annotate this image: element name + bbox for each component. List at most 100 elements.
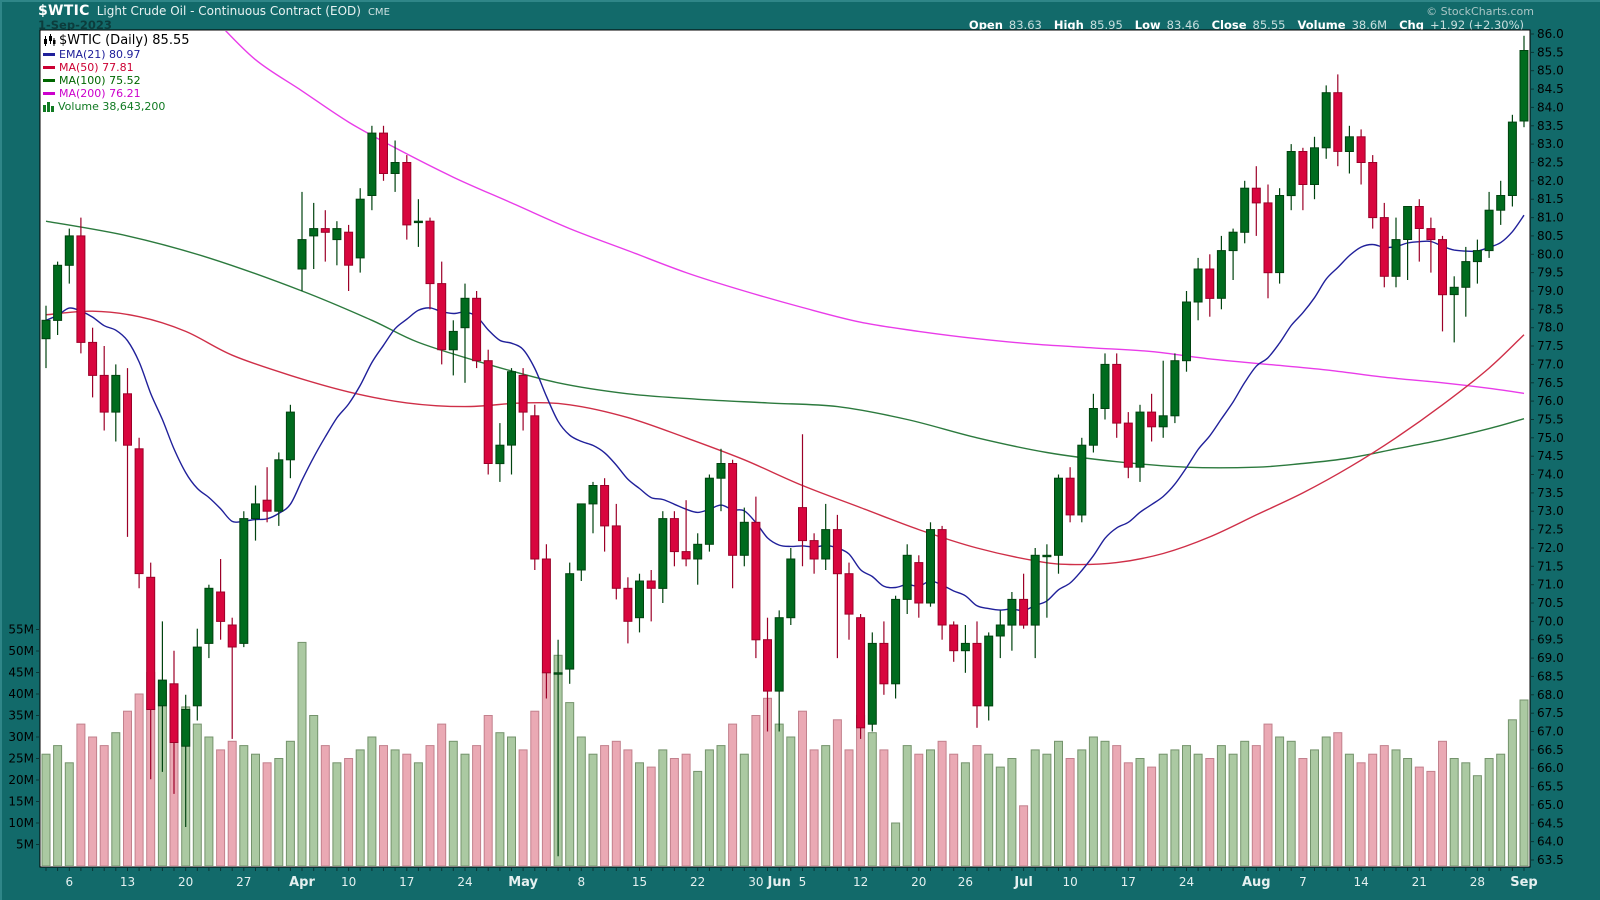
date-axis-ticks bbox=[45, 867, 1525, 871]
low-value: 83.46 bbox=[1166, 18, 1200, 32]
svg-text:13: 13 bbox=[120, 875, 135, 889]
legend-ema21-row[interactable]: EMA(21) 80.97 bbox=[43, 47, 190, 61]
legend-ma50-row[interactable]: MA(50) 77.81 bbox=[43, 60, 190, 74]
svg-text:67.5: 67.5 bbox=[1537, 706, 1564, 720]
exchange-label: CME bbox=[367, 7, 390, 18]
svg-text:78.0: 78.0 bbox=[1537, 321, 1564, 335]
svg-text:66.0: 66.0 bbox=[1537, 761, 1564, 775]
svg-text:40M: 40M bbox=[8, 687, 34, 701]
svg-text:8: 8 bbox=[577, 875, 585, 889]
svg-text:45M: 45M bbox=[8, 666, 34, 680]
legend-ma200-row[interactable]: MA(200) 76.21 bbox=[43, 87, 190, 100]
volume-bars-icon bbox=[43, 101, 55, 112]
svg-text:75.0: 75.0 bbox=[1537, 431, 1564, 445]
svg-text:83.5: 83.5 bbox=[1537, 119, 1564, 133]
svg-text:69.5: 69.5 bbox=[1537, 633, 1564, 647]
svg-text:70.5: 70.5 bbox=[1537, 596, 1564, 610]
chart-header: $WTIC Light Crude Oil - Continuous Contr… bbox=[38, 3, 1534, 19]
svg-text:17: 17 bbox=[1121, 875, 1136, 889]
ma100-line bbox=[45, 220, 1525, 469]
svg-text:35M: 35M bbox=[8, 709, 34, 723]
legend-ema21-label: EMA(21) 80.97 bbox=[59, 47, 141, 61]
svg-text:75.5: 75.5 bbox=[1537, 413, 1564, 427]
svg-text:86.0: 86.0 bbox=[1537, 27, 1564, 41]
ma50-line bbox=[45, 310, 1525, 566]
svg-text:85.5: 85.5 bbox=[1537, 45, 1564, 59]
svg-text:24: 24 bbox=[457, 875, 472, 889]
svg-text:17: 17 bbox=[399, 875, 414, 889]
svg-text:77.5: 77.5 bbox=[1537, 339, 1564, 353]
ema21-line bbox=[45, 214, 1525, 612]
svg-text:67.0: 67.0 bbox=[1537, 725, 1564, 739]
close-value: 85.55 bbox=[1252, 18, 1286, 32]
chart-date: 1-Sep-2023 bbox=[38, 18, 112, 32]
svg-text:65.5: 65.5 bbox=[1537, 780, 1564, 794]
open-label: Open bbox=[968, 18, 1003, 32]
volume-value: 38.6M bbox=[1351, 18, 1388, 32]
ema21-line-swatch bbox=[43, 52, 55, 56]
svg-text:26: 26 bbox=[958, 875, 973, 889]
svg-text:78.5: 78.5 bbox=[1537, 302, 1564, 316]
legend-main-row[interactable]: $WTIC (Daily) 85.55 bbox=[43, 32, 190, 48]
svg-text:20: 20 bbox=[178, 875, 193, 889]
symbol-label: $WTIC bbox=[38, 3, 90, 19]
svg-text:66.5: 66.5 bbox=[1537, 743, 1564, 757]
legend-ma100-label: MA(100) 75.52 bbox=[59, 73, 141, 87]
svg-text:10M: 10M bbox=[8, 816, 34, 830]
svg-text:20: 20 bbox=[911, 875, 926, 889]
svg-text:Jul: Jul bbox=[1013, 875, 1033, 890]
price-axis-labels: 86.0 85.5 85.0 84.5 84.0 83.5 83.0 82.5 82.0 81.5… bbox=[1530, 27, 1564, 867]
svg-text:70.0: 70.0 bbox=[1537, 614, 1564, 628]
svg-text:80.5: 80.5 bbox=[1537, 229, 1564, 243]
svg-text:76.0: 76.0 bbox=[1537, 394, 1564, 408]
quote-row: 1-Sep-2023 Open 83.63 High 85.95 Low 83.… bbox=[38, 18, 1530, 32]
svg-text:27: 27 bbox=[236, 875, 251, 889]
svg-text:Sep: Sep bbox=[1510, 875, 1538, 890]
svg-text:72.0: 72.0 bbox=[1537, 541, 1564, 555]
svg-text:74.5: 74.5 bbox=[1537, 449, 1564, 463]
chg-label: Chg bbox=[1399, 18, 1424, 32]
svg-text:5: 5 bbox=[799, 875, 807, 889]
ma50-line-swatch bbox=[43, 65, 55, 69]
svg-text:Jun: Jun bbox=[767, 875, 791, 890]
high-label: High bbox=[1053, 18, 1084, 32]
svg-text:50M: 50M bbox=[8, 644, 34, 658]
svg-text:74.0: 74.0 bbox=[1537, 468, 1564, 482]
svg-text:10: 10 bbox=[1062, 875, 1077, 889]
ma100-line-swatch bbox=[43, 78, 55, 82]
svg-text:71.0: 71.0 bbox=[1537, 578, 1564, 592]
svg-text:10: 10 bbox=[341, 875, 356, 889]
svg-text:84.0: 84.0 bbox=[1537, 100, 1564, 114]
svg-text:77.0: 77.0 bbox=[1537, 357, 1564, 371]
svg-text:83.0: 83.0 bbox=[1537, 137, 1564, 151]
ma200-line-swatch bbox=[43, 91, 55, 95]
svg-text:Apr: Apr bbox=[289, 875, 315, 890]
svg-text:28: 28 bbox=[1470, 875, 1485, 889]
close-label: Close bbox=[1211, 18, 1247, 32]
copyright-link[interactable]: © StockCharts.com bbox=[1426, 5, 1534, 18]
chart-title: Light Crude Oil - Continuous Contract (E… bbox=[96, 4, 361, 18]
candles bbox=[41, 35, 1529, 857]
legend-ma100-row[interactable]: MA(100) 75.52 bbox=[43, 73, 190, 87]
svg-text:55M: 55M bbox=[8, 623, 34, 637]
legend-volume-row[interactable]: Volume 38,643,200 bbox=[43, 100, 190, 113]
svg-text:64.5: 64.5 bbox=[1537, 816, 1564, 830]
legend-main-label: $WTIC (Daily) 85.55 bbox=[59, 32, 190, 48]
svg-text:68.5: 68.5 bbox=[1537, 669, 1564, 683]
svg-text:12: 12 bbox=[853, 875, 868, 889]
volume-label: Volume bbox=[1297, 18, 1346, 32]
svg-text:7: 7 bbox=[1299, 875, 1307, 889]
legend-ma50-label: MA(50) 77.81 bbox=[59, 60, 134, 74]
svg-text:85.0: 85.0 bbox=[1537, 64, 1564, 78]
high-value: 85.95 bbox=[1089, 18, 1123, 32]
svg-text:72.5: 72.5 bbox=[1537, 523, 1564, 537]
svg-text:Aug: Aug bbox=[1242, 875, 1271, 890]
svg-text:69.0: 69.0 bbox=[1537, 651, 1564, 665]
chg-value: +1.92 (+2.30%) bbox=[1429, 18, 1524, 32]
volume-axis-labels: 55M 50M 45M 40M 35M 30M 25M 20M 15M 10M 5M bbox=[8, 623, 40, 852]
svg-text:22: 22 bbox=[690, 875, 705, 889]
svg-text:24: 24 bbox=[1179, 875, 1194, 889]
svg-text:71.5: 71.5 bbox=[1537, 559, 1564, 573]
